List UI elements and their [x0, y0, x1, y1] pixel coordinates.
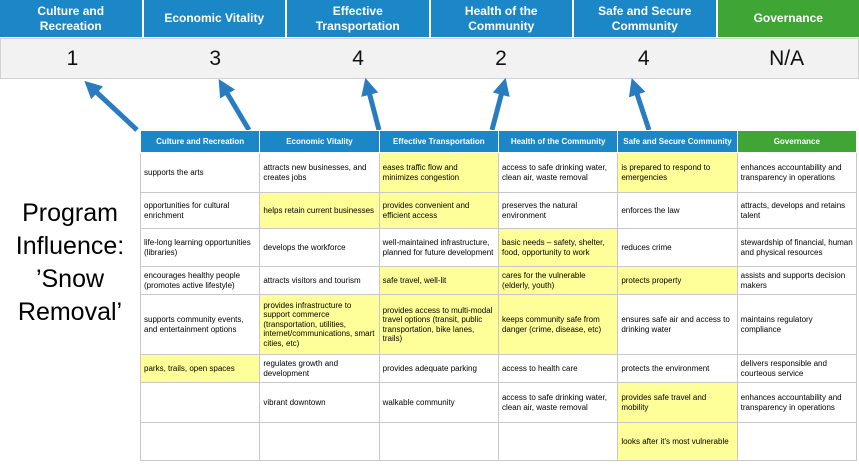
- matrix-cell-r5c3: provides access to multi-modal travel op…: [378, 294, 499, 355]
- up-arrow-culture-and-recreation: [84, 80, 139, 132]
- matrix-cell-r3c1: life-long learning opportunities (librar…: [139, 228, 261, 267]
- matrix-cell-r8c3: [378, 422, 499, 461]
- matrix-cell-r1c3: eases traffic flow and minimizes congest…: [378, 152, 499, 193]
- matrix-cell-r5c5: ensures safe air and access to drinking …: [617, 294, 738, 355]
- matrix-row-4: encourages healthy people (promotes acti…: [139, 266, 858, 295]
- matrix-body: supports the arts attracts new businesses…: [139, 152, 858, 461]
- up-arrow-effective-transportation: [361, 77, 382, 131]
- matrix-cell-r4c3: safe travel, well-lit: [378, 266, 499, 295]
- matrix-cell-r8c6: [736, 422, 858, 461]
- matrix-cell-r4c4: cares for the vulnerable (elderly, youth…: [497, 266, 619, 295]
- matrix-row-1: supports the arts attracts new businesses…: [139, 152, 858, 193]
- matrix-cell-r7c1: [139, 382, 261, 423]
- score-effective-transportation: 4: [352, 46, 364, 70]
- matrix-row-5: supports community events, and entertain…: [139, 294, 858, 355]
- matrix-cell-r4c2: attracts visitors and tourism: [259, 266, 380, 295]
- matrix-row-3: life-long learning opportunities (librar…: [139, 228, 858, 267]
- matrix-header-effective-transportation: Effective Transportation: [378, 130, 499, 153]
- matrix-cell-r4c6: assists and supports decision makers: [736, 266, 858, 295]
- matrix-header-safe-and-secure-community: Safe and Secure Community: [617, 130, 738, 153]
- matrix-cell-r3c5: reduces crime: [617, 228, 738, 267]
- matrix-cell-r1c6: enhances accountability and transparency…: [736, 152, 858, 193]
- matrix-row-8: looks after it's most vulnerable: [139, 422, 858, 461]
- matrix-row-2: opportunities for cultural enrichment hel…: [139, 192, 858, 229]
- category-header-economic-vitality: Economic Vitality: [143, 0, 285, 37]
- matrix-cell-r8c1: [139, 422, 261, 461]
- matrix-cell-r3c3: well-maintained infrastructure, planned …: [378, 228, 499, 267]
- matrix-cell-r7c6: enhances accountability and transparency…: [736, 382, 858, 423]
- score-safe-and-secure-community: 4: [637, 46, 650, 70]
- matrix-cell-r6c6: delivers responsible and courteous servi…: [736, 354, 858, 383]
- matrix-cell-r4c5: protects property: [617, 266, 738, 295]
- category-header-culture-and-recreation: Culture and Recreation: [0, 0, 142, 37]
- matrix-cell-r6c5: protects the environment: [617, 354, 738, 383]
- program-title-line: Program: [22, 199, 118, 227]
- matrix-row-7: vibrant downtown walkable community access…: [139, 382, 858, 423]
- matrix-cell-r6c3: provides adequate parking: [378, 354, 499, 383]
- matrix-cell-r2c1: opportunities for cultural enrichment: [139, 192, 261, 229]
- matrix-cell-r7c2: vibrant downtown: [259, 382, 380, 423]
- program-title: Program Influence: ’Snow Removal’: [0, 197, 140, 329]
- matrix-header-culture-and-recreation: Culture and Recreation: [139, 130, 261, 153]
- matrix-cell-r1c1: supports the arts: [139, 152, 261, 193]
- up-arrow-health-of-the-community: [489, 77, 510, 131]
- program-title-line: ’Snow: [35, 265, 105, 293]
- influence-matrix: Culture and Recreation Economic Vitality E…: [139, 130, 858, 461]
- matrix-cell-r6c1: parks, trails, open spaces: [139, 354, 261, 383]
- category-header-health-of-the-community: Health of the Community: [430, 0, 572, 37]
- matrix-cell-r2c4: preserves the natural environment: [497, 192, 619, 229]
- matrix-cell-r7c5: provides safe travel and mobility: [617, 382, 738, 423]
- matrix-cell-r5c1: supports community events, and entertain…: [139, 294, 261, 355]
- matrix-cell-r3c2: develops the workforce: [259, 228, 380, 267]
- matrix-cell-r1c4: access to safe drinking water, clean air…: [497, 152, 619, 193]
- category-header-row: Culture and Recreation Economic Vitality E…: [0, 0, 859, 37]
- matrix-cell-r1c2: attracts new businesses, and creates job…: [259, 152, 380, 193]
- matrix-cell-r2c5: enforces the law: [617, 192, 738, 229]
- matrix-cell-r4c1: encourages healthy people (promotes acti…: [139, 266, 261, 295]
- up-arrow-economic-vitality: [218, 78, 252, 132]
- score-health-of-the-community: 2: [495, 46, 507, 70]
- matrix-row-6: parks, trails, open spaces regulates grow…: [139, 354, 858, 383]
- category-header-governance: Governance: [717, 0, 859, 37]
- category-score-band: Culture and Recreation Economic Vitality E…: [0, 0, 859, 79]
- matrix-cell-r7c3: walkable community: [378, 382, 499, 423]
- category-header-safe-and-secure-community: Safe and Secure Community: [574, 0, 716, 37]
- matrix-cell-r1c5: is prepared to respond to emergencies: [617, 152, 738, 193]
- matrix-header-health-of-the-community: Health of the Community: [497, 130, 619, 153]
- matrix-cell-r6c4: access to health care: [497, 354, 619, 383]
- up-arrow-safe-and-secure-community: [628, 78, 652, 131]
- influence-arrows: [84, 77, 652, 132]
- matrix-cell-r5c6: maintains regulatory compliance: [736, 294, 858, 355]
- score-culture-and-recreation: 1: [66, 46, 79, 70]
- matrix-header-economic-vitality: Economic Vitality: [259, 130, 380, 153]
- program-title-line: Influence:: [15, 232, 125, 260]
- matrix-cell-r8c2: [259, 422, 380, 461]
- matrix-cell-r8c5: looks after it's most vulnerable: [617, 422, 738, 461]
- matrix-cell-r3c6: stewardship of financial, human and phys…: [736, 228, 858, 267]
- matrix-cell-r8c4: [497, 422, 619, 461]
- score-governance: N/A: [769, 46, 805, 70]
- matrix-cell-r5c2: provides infrastructure to support comme…: [259, 294, 380, 355]
- matrix-header-row: Culture and Recreation Economic Vitality E…: [139, 130, 858, 153]
- matrix-cell-r2c6: attracts, develops and retains talent: [736, 192, 858, 229]
- matrix-cell-r6c2: regulates growth and development: [259, 354, 380, 383]
- category-header-effective-transportation: Effective Transportation: [287, 0, 429, 37]
- category-score-row: 1 3 4 2 4 N/A: [0, 38, 859, 79]
- matrix-cell-r3c4: basic needs – safety, shelter, food, opp…: [497, 228, 619, 267]
- matrix-cell-r2c3: provides convenient and efficient access: [378, 192, 499, 229]
- score-economic-vitality: 3: [209, 46, 222, 70]
- matrix-cell-r2c2: helps retain current businesses: [259, 192, 380, 229]
- matrix-cell-r5c4: keeps community safe from danger (crime,…: [497, 294, 619, 355]
- program-title-line: Removal’: [17, 298, 123, 326]
- matrix-cell-r7c4: access to safe drinking water, clean air…: [497, 382, 619, 423]
- matrix-header-governance: Governance: [736, 130, 858, 153]
